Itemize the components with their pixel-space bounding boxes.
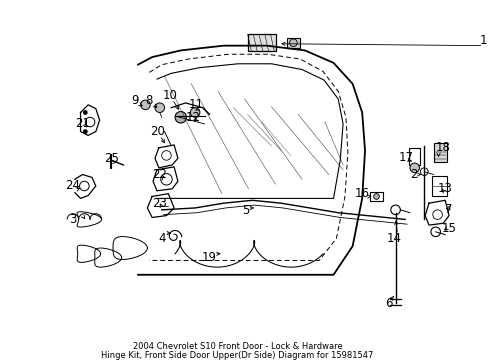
Text: 6: 6 [385,297,392,310]
Bar [247,34,276,51]
Text: 1: 1 [479,34,486,48]
Text: 2004 Chevrolet S10 Front Door - Lock & Hardware: 2004 Chevrolet S10 Front Door - Lock & H… [132,342,342,351]
Circle shape [289,39,297,46]
Text: 15: 15 [441,222,456,235]
Text: 3: 3 [69,213,77,226]
Circle shape [175,112,186,123]
Text: 14: 14 [386,232,401,245]
Text: 19: 19 [202,251,217,264]
Circle shape [155,103,164,112]
Text: 20: 20 [150,125,165,138]
Bar [369,192,383,201]
Text: 9: 9 [131,94,139,107]
Text: 8: 8 [145,94,153,107]
Text: 17: 17 [398,151,413,164]
Text: 4: 4 [158,232,165,245]
Bar [433,143,446,162]
Text: Hinge Kit, Front Side Door Upper(Dr Side) Diagram for 15981547: Hinge Kit, Front Side Door Upper(Dr Side… [101,351,373,360]
Circle shape [83,110,87,115]
Circle shape [141,100,150,109]
Bar [408,148,420,165]
Text: 2: 2 [409,168,417,181]
Text: 13: 13 [437,183,452,195]
Text: 24: 24 [65,180,80,193]
Text: 7: 7 [445,203,452,216]
Text: 11: 11 [188,98,203,111]
Text: 10: 10 [163,89,177,102]
Text: 18: 18 [435,141,450,154]
Text: 22: 22 [152,168,167,181]
Text: 23: 23 [152,197,167,210]
Text: 25: 25 [103,152,118,165]
Circle shape [373,194,379,199]
Text: 12: 12 [185,111,200,124]
Bar [286,38,300,48]
Circle shape [409,163,419,173]
Text: 16: 16 [354,187,369,200]
Text: 5: 5 [242,204,249,217]
Text: 21: 21 [75,117,90,130]
Bar [431,176,446,195]
Circle shape [190,108,200,117]
Circle shape [83,129,87,134]
